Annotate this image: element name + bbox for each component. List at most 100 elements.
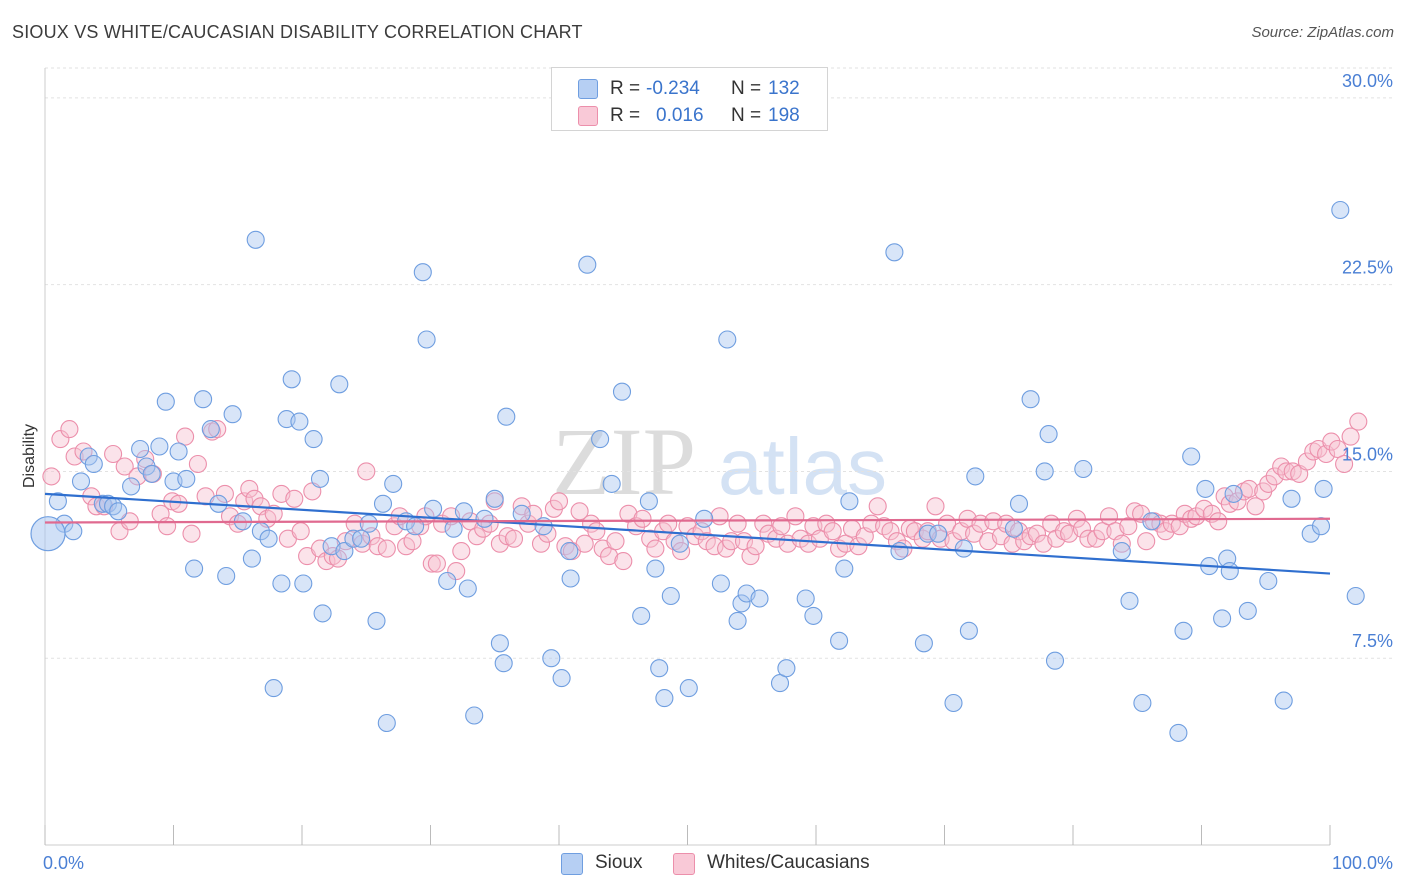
data-point-whites [1246,497,1265,516]
data-point-whites [215,484,234,503]
data-point-whites [115,457,134,476]
data-point-sioux [304,430,323,449]
axes [44,68,1331,846]
data-point-sioux [84,454,103,474]
data-point-sioux [201,420,220,439]
data-point-whites [600,547,619,566]
data-point-sioux [1346,586,1365,606]
data-point-whites [188,454,207,474]
data-point-sioux [830,631,849,650]
data-point-sioux [71,472,91,491]
y-tick-label: 7.5% [1352,631,1393,651]
data-point-sioux [1039,425,1058,444]
data-point-sioux [131,439,150,459]
data-point-whites [285,489,304,508]
data-point-sioux [122,477,141,496]
data-point-whites [849,537,868,556]
watermark-atlas: atlas [718,422,887,511]
data-point-sioux [966,467,985,486]
data-point-sioux [1311,517,1331,536]
data-point-whites [403,532,422,551]
data-point-sioux [804,606,823,625]
data-point-whites [42,467,61,486]
data-point-sioux [177,469,196,488]
y-tick-label: 30.0% [1342,71,1393,91]
data-point-sioux [1035,462,1054,481]
data-point-sioux [377,713,396,733]
bottom-legend-label-sioux: Sioux [595,852,643,873]
data-point-whites [128,467,147,486]
data-point-sioux [98,494,118,513]
legend-row-sioux: R = -0.234 N = 132 [552,76,827,102]
data-point-whites [823,522,842,541]
data-point-whites [575,534,594,553]
legend-swatch-whites [578,106,598,126]
data-point-sioux [150,437,169,456]
data-point-sioux [1120,591,1139,610]
data-point-whites [881,522,900,541]
legend-r-value: -0.234 [646,78,700,99]
data-point-whites [1079,529,1098,548]
data-point-sioux [454,502,473,521]
data-point-sioux [406,517,425,536]
data-point-sioux [560,542,579,561]
data-point-sioux [918,524,937,543]
data-point-whites [1272,457,1291,476]
data-point-sioux [294,574,313,593]
data-point-sioux [835,559,854,578]
data-point-sioux [373,494,393,513]
data-point-whites [136,449,155,469]
data-point-whites [1209,512,1228,531]
data-point-sioux [1174,621,1193,640]
data-point-sioux [223,405,242,424]
data-point-whites [60,420,79,439]
data-point-sioux [352,529,371,548]
chart-title: SIOUX VS WHITE/CAUCASIAN DISABILITY CORR… [12,22,583,42]
data-point-sioux [1314,479,1333,498]
data-point-whites [646,539,665,558]
data-point-sioux [465,706,484,725]
data-point-whites [176,427,195,446]
data-point-whites [1156,522,1175,541]
data-point-whites [746,537,765,556]
data-point-whites [1234,482,1253,501]
data-point-sioux [1224,484,1243,503]
data-point-whites [741,547,760,566]
data-point-sioux [612,382,632,401]
legend-r-label: R = [610,105,641,126]
data-point-whites [728,514,747,533]
data-point-sioux [1238,601,1257,620]
data-point-whites [427,554,446,573]
data-point-whites [1265,467,1284,486]
data-point-whites [633,509,652,528]
data-point-whites [1054,522,1074,541]
trend-line-sioux [44,492,1331,575]
data-point-whites [1099,507,1119,526]
data-point-sioux [1021,390,1040,409]
data-point-sioux [424,499,443,518]
data-point-sioux [417,330,436,349]
x-tick-label: 100.0% [1332,853,1393,873]
legend-n-label: N = [731,78,762,99]
data-point-sioux [1213,609,1232,628]
data-point-whites [868,497,887,516]
data-point-sioux [1182,447,1201,466]
data-point-whites [705,537,724,556]
data-point-sioux [490,634,509,653]
data-point-whites [323,547,342,566]
data-point-whites [182,524,201,543]
data-point-whites [104,444,123,464]
data-point-whites [291,522,310,541]
data-point-sioux [384,474,403,493]
data-point-sioux [142,464,161,483]
data-point-sioux [93,494,112,513]
data-point-sioux [458,579,477,598]
data-point-sioux [552,669,571,688]
data-point-whites [1027,524,1047,543]
data-point-whites [422,554,441,573]
data-point-whites [357,462,376,481]
data-point-sioux [770,674,790,693]
data-point-whites [587,522,606,541]
data-point-sioux [444,519,463,538]
